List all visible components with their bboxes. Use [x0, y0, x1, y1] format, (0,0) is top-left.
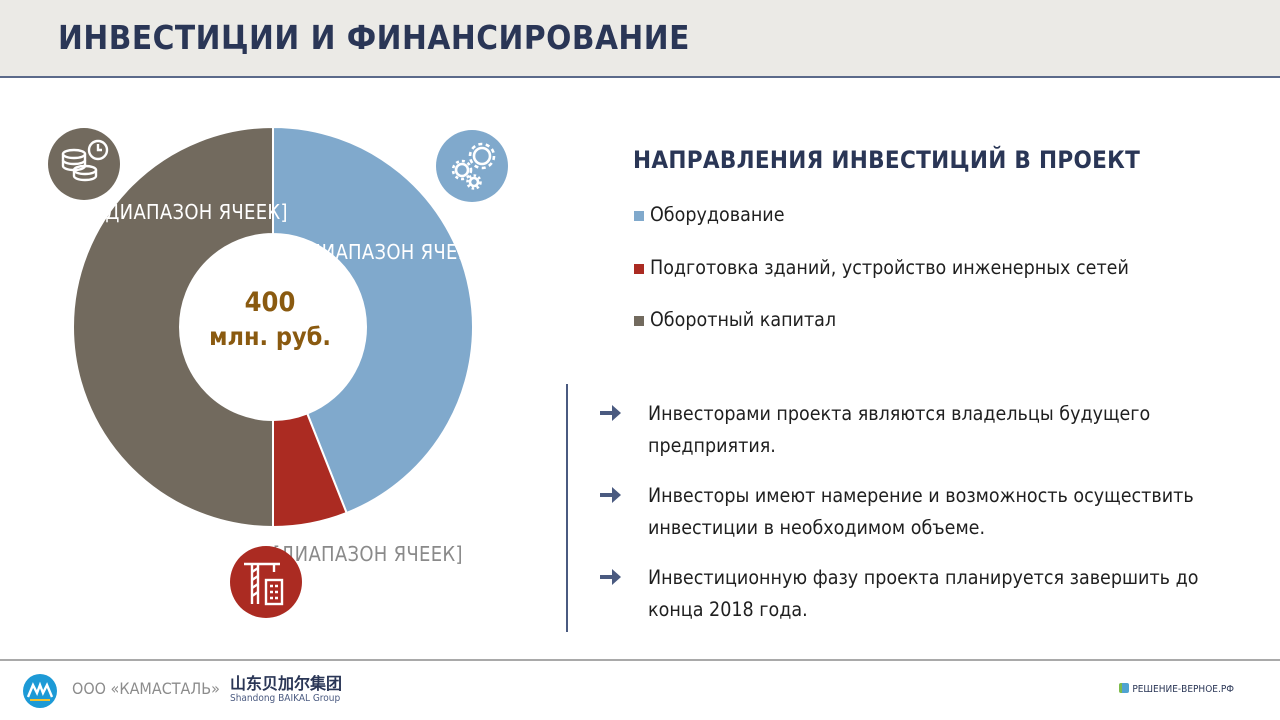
brand-link: РЕШЕНИЕ-ВЕРНОЕ.РФ: [1119, 683, 1234, 695]
list-item: Инвесторы имеют намерение и возможность …: [598, 480, 1218, 544]
legend-swatch: [634, 263, 644, 274]
coins-clock-icon: [48, 128, 120, 200]
footer-divider: [0, 659, 1280, 661]
construction-crane-icon: [230, 546, 302, 618]
brand-cube-icon: [1119, 683, 1130, 693]
partner-name-cn: 山东贝加尔集团: [230, 674, 343, 693]
bullet-text: Инвесторы имеют намерение и возможность …: [648, 484, 1194, 539]
gears-icon: [436, 130, 508, 202]
slide-footer: ООО «КАМАСТАЛЬ» 山东贝加尔集团 Shandong BAIKAL …: [0, 661, 1280, 720]
arrow-right-icon: [600, 405, 621, 421]
donut-slice-equipment: [272, 125, 474, 515]
list-item: Инвесторами проекта являются владельцы б…: [598, 398, 1218, 462]
slide-header: ИНВЕСТИЦИИ И ФИНАНСИРОВАНИЕ: [0, 0, 1280, 78]
partner-name-en: Shandong BAIKAL Group: [230, 693, 341, 704]
legend-title: НАПРАВЛЕНИЯ ИНВЕСТИЦИЙ В ПРОЕКТ: [633, 146, 1141, 174]
investment-donut-chart: [ДИАПАЗОН ЯЧЕЕК] [ДИАПАЗОН ЯЧЕЕК] [ДИАПА…: [0, 90, 560, 650]
page-title: ИНВЕСТИЦИИ И ФИНАНСИРОВАНИЕ: [58, 18, 690, 57]
vertical-divider: [566, 384, 568, 632]
legend-label: Подготовка зданий, устройство инженерных…: [650, 255, 1129, 279]
chart-legend: Оборудование Подготовка зданий, устройст…: [634, 200, 1129, 358]
arrow-right-icon: [600, 569, 621, 585]
segment-label-capital: [ДИАПАЗОН ЯЧЕЕК]: [98, 200, 288, 224]
key-points-list: Инвесторами проекта являются владельцы б…: [598, 398, 1218, 644]
total-unit: млн. руб.: [209, 322, 331, 351]
donut-svg: [72, 125, 474, 529]
legend-swatch: [634, 316, 644, 326]
arrow-right-icon: [600, 487, 621, 503]
donut-center-total: 400 млн. руб.: [180, 286, 360, 354]
segment-label-buildings: [ДИАПАЗОН ЯЧЕЕК]: [273, 542, 463, 566]
legend-label: Оборудование: [650, 203, 785, 226]
brand-text: РЕШЕНИЕ-ВЕРНОЕ.РФ: [1132, 684, 1234, 695]
legend-item-buildings: Подготовка зданий, устройство инженерных…: [634, 253, 1129, 306]
legend-swatch: [634, 211, 644, 221]
legend-item-equipment: Оборудование: [634, 200, 1129, 253]
list-item: Инвестиционную фазу проекта планируется …: [598, 562, 1218, 626]
bullet-text: Инвесторами проекта являются владельцы б…: [648, 402, 1151, 457]
legend-item-capital: Оборотный капитал: [634, 305, 1129, 358]
kamastal-logo-icon: [23, 674, 57, 708]
total-value: 400: [244, 287, 296, 318]
legend-label: Оборотный капитал: [650, 308, 837, 331]
company-name: ООО «КАМАСТАЛЬ»: [72, 679, 220, 698]
segment-label-equipment: [ДИАПАЗОН ЯЧЕЕК]: [300, 240, 468, 264]
donut-slice-capital: [72, 125, 274, 529]
bullet-text: Инвестиционную фазу проекта планируется …: [648, 566, 1199, 621]
